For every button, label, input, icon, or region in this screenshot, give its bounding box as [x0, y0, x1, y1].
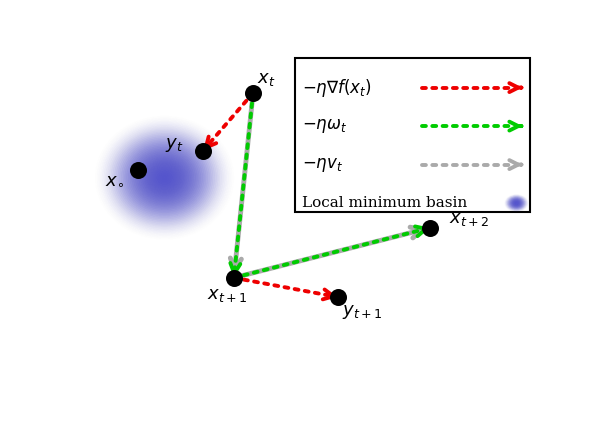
Point — [229, 274, 238, 281]
Ellipse shape — [149, 164, 180, 192]
Ellipse shape — [510, 198, 523, 208]
Ellipse shape — [119, 138, 210, 218]
Ellipse shape — [130, 147, 199, 208]
Ellipse shape — [134, 150, 195, 206]
Text: $x_{\circ}$: $x_{\circ}$ — [105, 170, 124, 188]
Text: $-\eta v_t$: $-\eta v_t$ — [302, 156, 343, 173]
Bar — [296, 58, 530, 212]
Point — [198, 147, 208, 154]
Ellipse shape — [514, 201, 519, 205]
Ellipse shape — [161, 175, 168, 181]
Ellipse shape — [116, 135, 213, 221]
Ellipse shape — [128, 145, 201, 210]
Ellipse shape — [138, 154, 191, 201]
Ellipse shape — [508, 197, 525, 209]
Ellipse shape — [125, 142, 204, 213]
Ellipse shape — [154, 168, 175, 187]
Ellipse shape — [507, 196, 526, 210]
Ellipse shape — [123, 141, 206, 215]
Ellipse shape — [132, 149, 197, 207]
Ellipse shape — [511, 199, 522, 207]
Text: $x_t$: $x_t$ — [257, 70, 275, 88]
Ellipse shape — [151, 165, 178, 190]
Point — [333, 294, 343, 300]
Ellipse shape — [514, 201, 519, 205]
Point — [133, 167, 142, 173]
Text: $-\eta\omega_t$: $-\eta\omega_t$ — [302, 117, 347, 135]
Ellipse shape — [163, 176, 166, 179]
Text: $y_t$: $y_t$ — [165, 135, 184, 154]
Ellipse shape — [135, 151, 194, 204]
Ellipse shape — [507, 196, 526, 210]
Ellipse shape — [145, 161, 184, 195]
Text: $-\eta\nabla f(x_t)$: $-\eta\nabla f(x_t)$ — [302, 77, 371, 99]
Ellipse shape — [512, 200, 521, 206]
Text: Local minimum basin: Local minimum basin — [302, 196, 467, 210]
Point — [426, 225, 435, 231]
Ellipse shape — [137, 153, 193, 202]
Ellipse shape — [153, 167, 176, 189]
Ellipse shape — [159, 173, 170, 182]
Ellipse shape — [509, 197, 524, 208]
Ellipse shape — [511, 199, 522, 207]
Text: $x_{t+2}$: $x_{t+2}$ — [449, 209, 490, 227]
Ellipse shape — [508, 197, 524, 209]
Ellipse shape — [142, 158, 187, 198]
Ellipse shape — [118, 136, 212, 219]
Ellipse shape — [510, 198, 523, 208]
Text: $x_{t+1}$: $x_{t+1}$ — [207, 286, 248, 304]
Ellipse shape — [156, 170, 173, 185]
Ellipse shape — [513, 200, 520, 206]
Ellipse shape — [126, 144, 203, 211]
Ellipse shape — [516, 202, 517, 204]
Ellipse shape — [515, 202, 518, 204]
Ellipse shape — [157, 171, 172, 184]
Point — [249, 89, 258, 96]
Ellipse shape — [140, 156, 189, 199]
Ellipse shape — [513, 200, 520, 206]
Ellipse shape — [121, 139, 208, 216]
Ellipse shape — [144, 159, 185, 196]
Ellipse shape — [147, 162, 182, 193]
Text: $y_{t+1}$: $y_{t+1}$ — [342, 303, 382, 322]
